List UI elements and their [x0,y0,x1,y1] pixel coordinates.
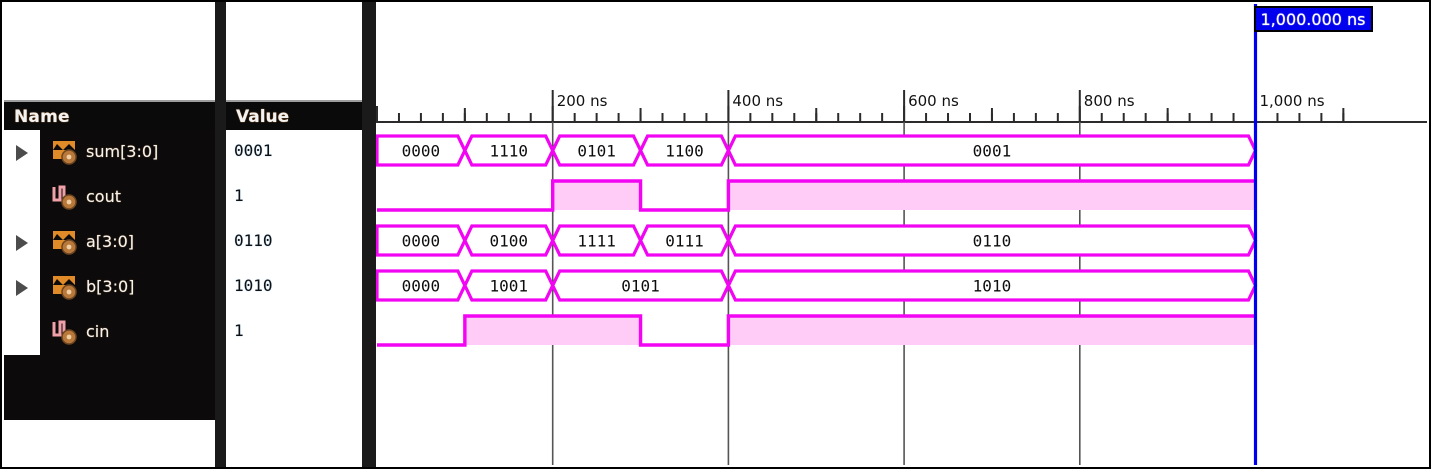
signal-value-row: 0110 [226,220,362,265]
wire-signal-icon [52,185,77,210]
signal-value-list: 0001 1 0110 1010 1 [226,130,362,420]
bus-segment-value: 0101 [577,142,616,161]
signal-value-row: 1 [226,310,362,355]
signal-name-list: sum[3:0] cout a[3:0] b[3:0] cin [4,130,215,420]
cursor-time-flag[interactable]: 1,000.000 ns [1253,6,1373,32]
bus-segment-value: 0001 [973,142,1012,161]
name-header-label: Name [14,107,70,127]
value-wave-separator[interactable] [362,2,376,467]
time-tick-label: 1,000 ns [1260,92,1325,110]
wire-high-fill [552,181,641,210]
signal-value-text: 0001 [234,141,273,160]
wire-high-fill [464,316,641,345]
value-column-header[interactable]: Value [226,100,362,132]
bus-signal-icon [53,231,77,255]
bus-segment-value: 0101 [621,277,660,296]
wire-trace [377,314,1256,347]
wire-trace [377,179,1256,212]
waveform-canvas[interactable]: 200 ns 400 ns 600 ns 800 ns 1,000 ns 0000 1110… [376,4,1427,465]
wire-high-fill [728,316,1256,345]
wire-high-fill [728,181,1256,210]
bus-segment-value: 0110 [973,232,1012,251]
bus-segment-value: 0000 [402,142,441,161]
bus-segment-value: 1001 [490,277,529,296]
expand-arrow-icon[interactable] [4,130,40,175]
wire-signal-icon [52,320,77,345]
bus-segment-value: 1110 [490,142,529,161]
expand-arrow-icon[interactable] [4,265,40,310]
name-column: Name sum[3:0] cout a[3:0] b[3:0] cin [4,4,215,465]
signal-value-text: 1 [234,321,244,340]
triangle-right-glyph [16,280,28,296]
signal-row-cin[interactable]: cin [4,310,215,355]
signal-row-cout[interactable]: cout [4,175,215,220]
name-column-header[interactable]: Name [4,100,215,132]
bus-signal-icon [53,276,77,300]
signal-row-a30[interactable]: a[3:0] [4,220,215,265]
bus-signal-icon [53,141,77,165]
time-tick-label: 400 ns [732,92,783,110]
signal-name-label: cin [86,322,110,341]
expand-arrow-icon[interactable] [4,220,40,265]
bus-segment-value: 0000 [402,232,441,251]
signal-value-text: 1 [234,186,244,205]
value-header-label: Value [236,107,290,127]
signal-row-b30[interactable]: b[3:0] [4,265,215,310]
signal-name-label: b[3:0] [86,277,135,296]
name-value-separator[interactable] [215,2,226,467]
signal-row-sum30[interactable]: sum[3:0] [4,130,215,175]
waveform-svg: 200 ns 400 ns 600 ns 800 ns 1,000 ns 0000 1110… [376,4,1427,465]
bus-segment-value: 1111 [577,232,616,251]
signal-value-text: 1010 [234,276,273,295]
signal-name-label: cout [86,187,121,206]
value-column: Value 0001 1 0110 1010 1 [226,4,362,465]
signal-value-row: 0001 [226,130,362,175]
signal-value-row: 1010 [226,265,362,310]
signal-value-row: 1 [226,175,362,220]
time-tick-label: 600 ns [908,92,959,110]
triangle-right-glyph [16,145,28,161]
time-tick-label: 800 ns [1084,92,1135,110]
signal-value-text: 0110 [234,231,273,250]
triangle-right-glyph [16,235,28,251]
expand-arrow-placeholder [4,175,40,220]
bus-segment-value: 0000 [402,277,441,296]
bus-segment-value: 1100 [665,142,704,161]
bus-segment-value: 0111 [665,232,704,251]
bus-segment-value: 0100 [490,232,529,251]
signal-name-label: sum[3:0] [86,142,159,161]
time-tick-label: 200 ns [557,92,608,110]
signal-name-label: a[3:0] [86,232,135,251]
bus-segment-value: 1010 [973,277,1012,296]
expand-arrow-placeholder [4,310,40,355]
